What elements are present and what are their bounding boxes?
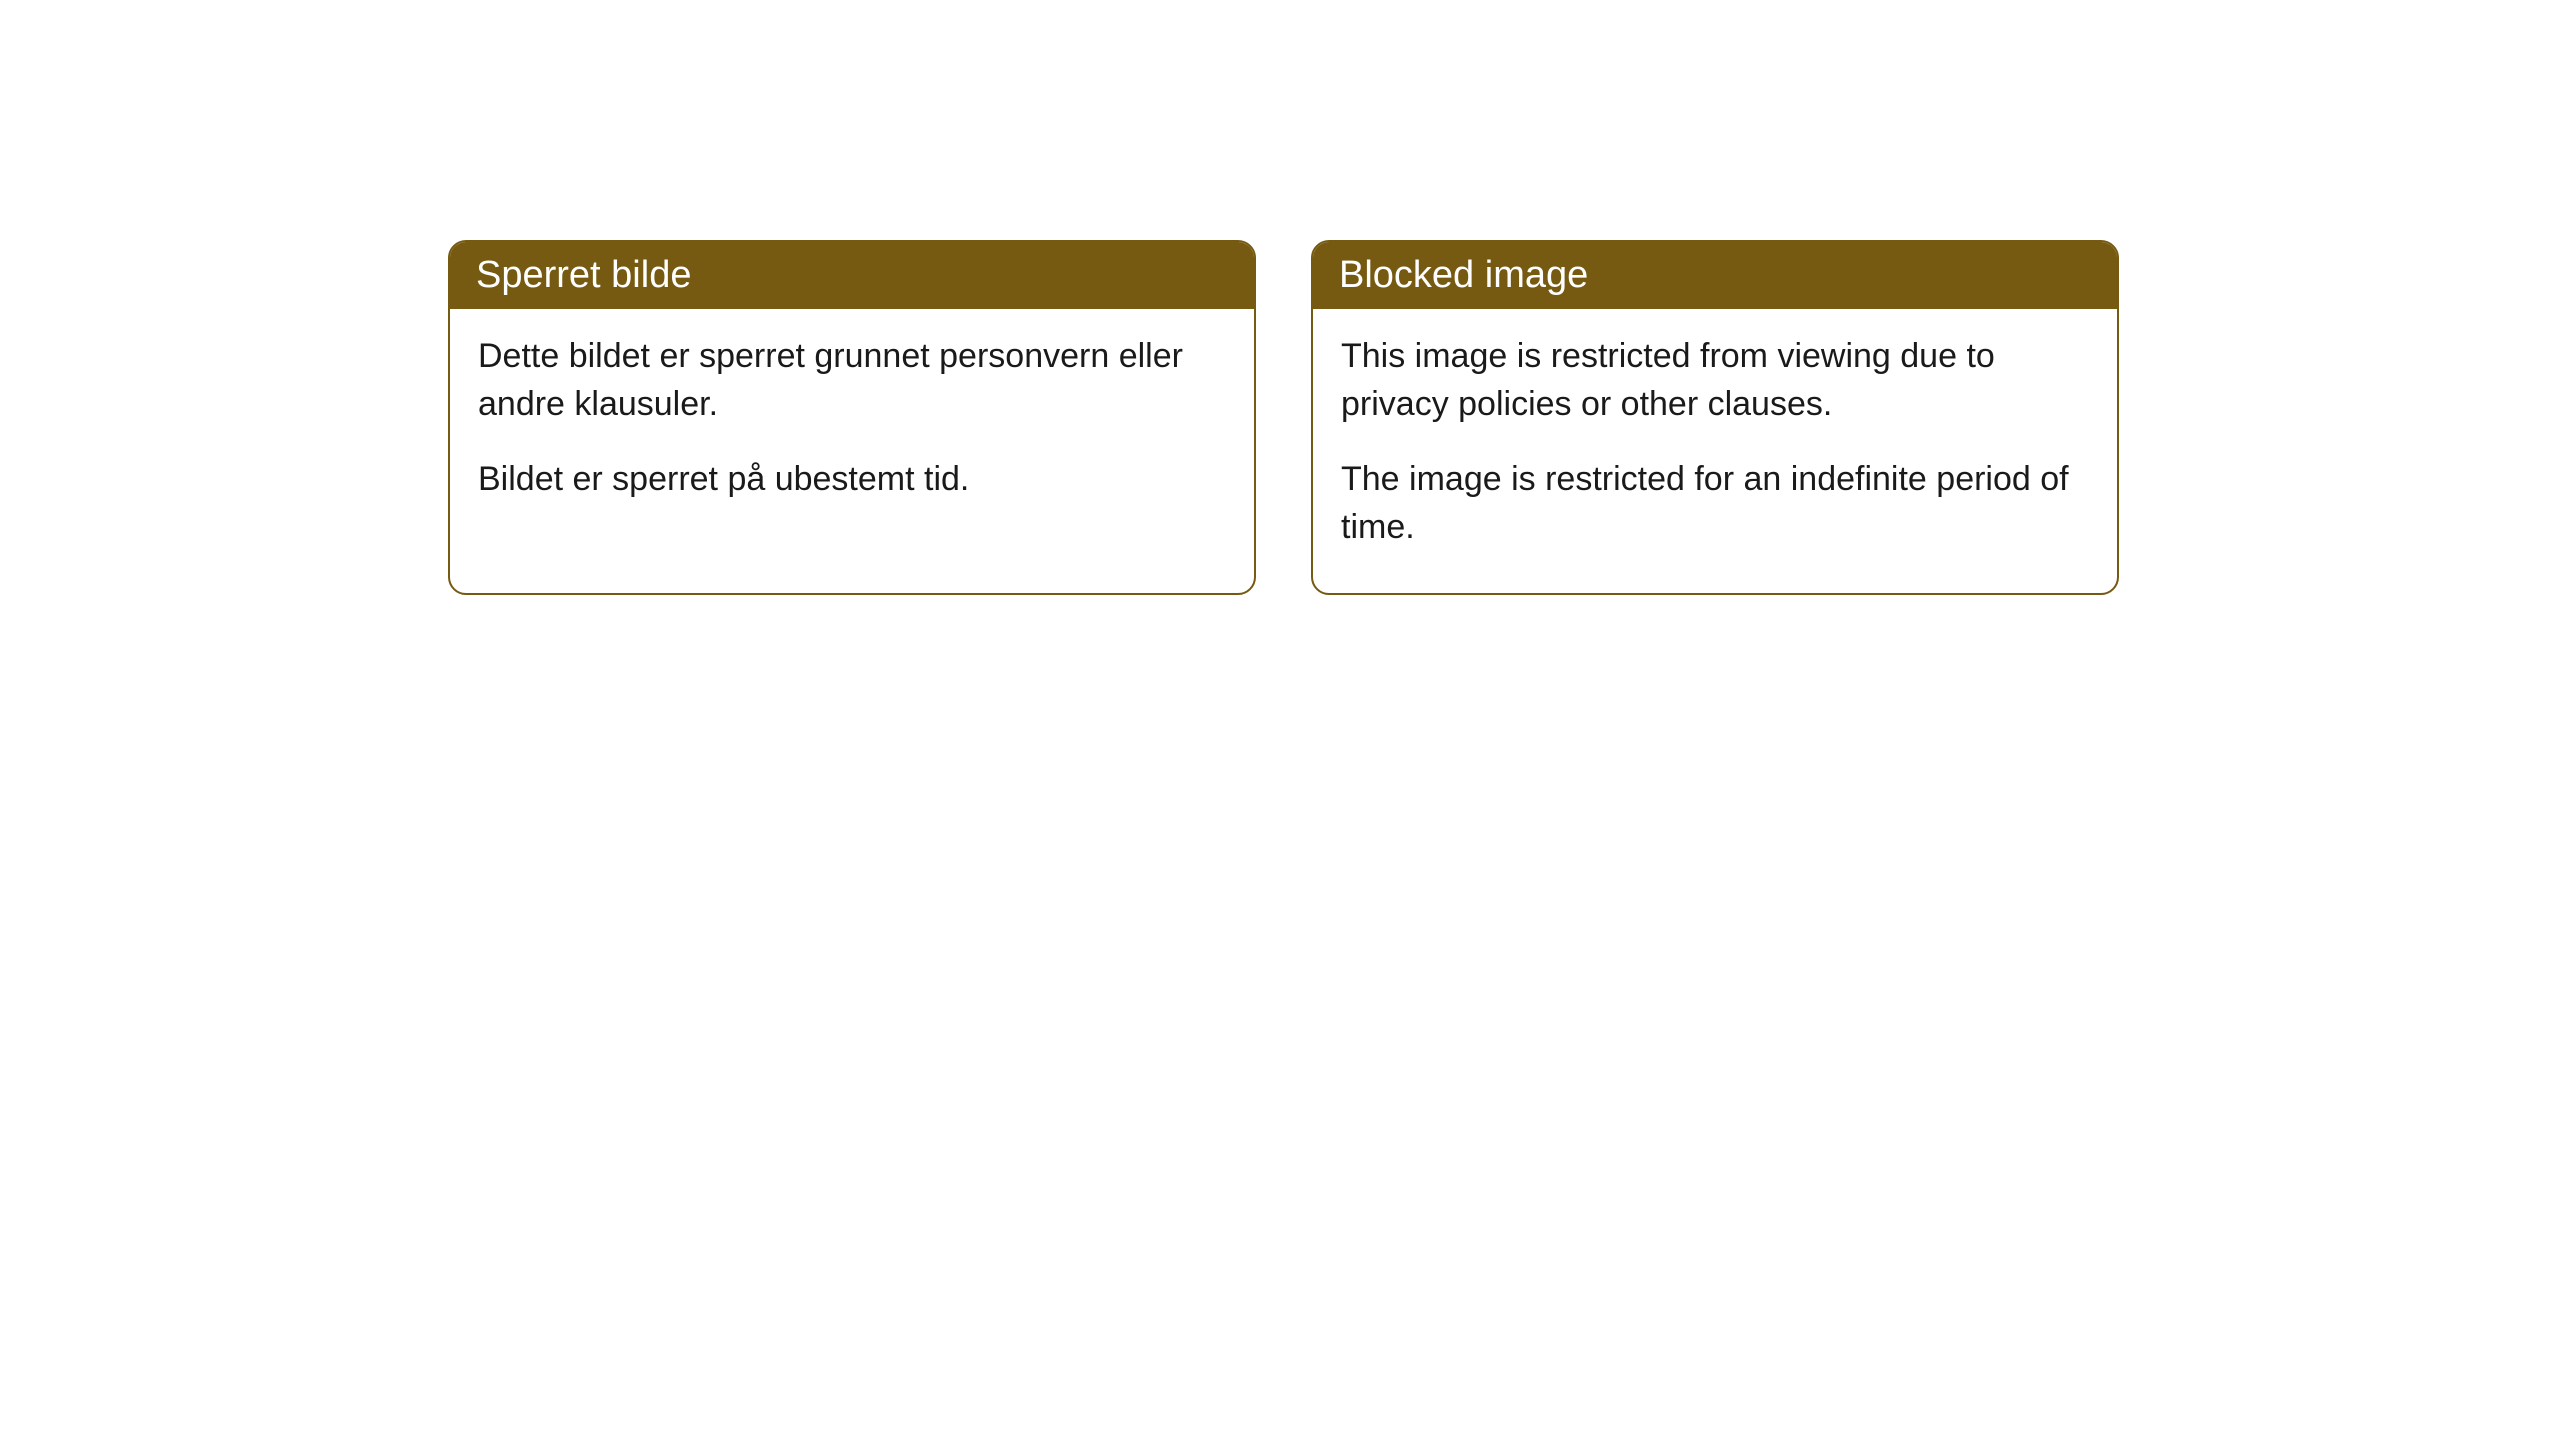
- blocked-image-card-norwegian: Sperret bilde Dette bildet er sperret gr…: [448, 240, 1256, 595]
- card-paragraph: Bildet er sperret på ubestemt tid.: [478, 456, 1226, 504]
- card-paragraph: The image is restricted for an indefinit…: [1341, 456, 2089, 551]
- card-header-english: Blocked image: [1313, 242, 2117, 309]
- card-body-english: This image is restricted from viewing du…: [1313, 309, 2117, 593]
- notice-cards-container: Sperret bilde Dette bildet er sperret gr…: [448, 240, 2119, 595]
- blocked-image-card-english: Blocked image This image is restricted f…: [1311, 240, 2119, 595]
- card-paragraph: This image is restricted from viewing du…: [1341, 333, 2089, 428]
- card-body-norwegian: Dette bildet er sperret grunnet personve…: [450, 309, 1254, 546]
- card-title: Blocked image: [1339, 254, 1588, 296]
- card-title: Sperret bilde: [476, 254, 691, 296]
- card-header-norwegian: Sperret bilde: [450, 242, 1254, 309]
- card-paragraph: Dette bildet er sperret grunnet personve…: [478, 333, 1226, 428]
